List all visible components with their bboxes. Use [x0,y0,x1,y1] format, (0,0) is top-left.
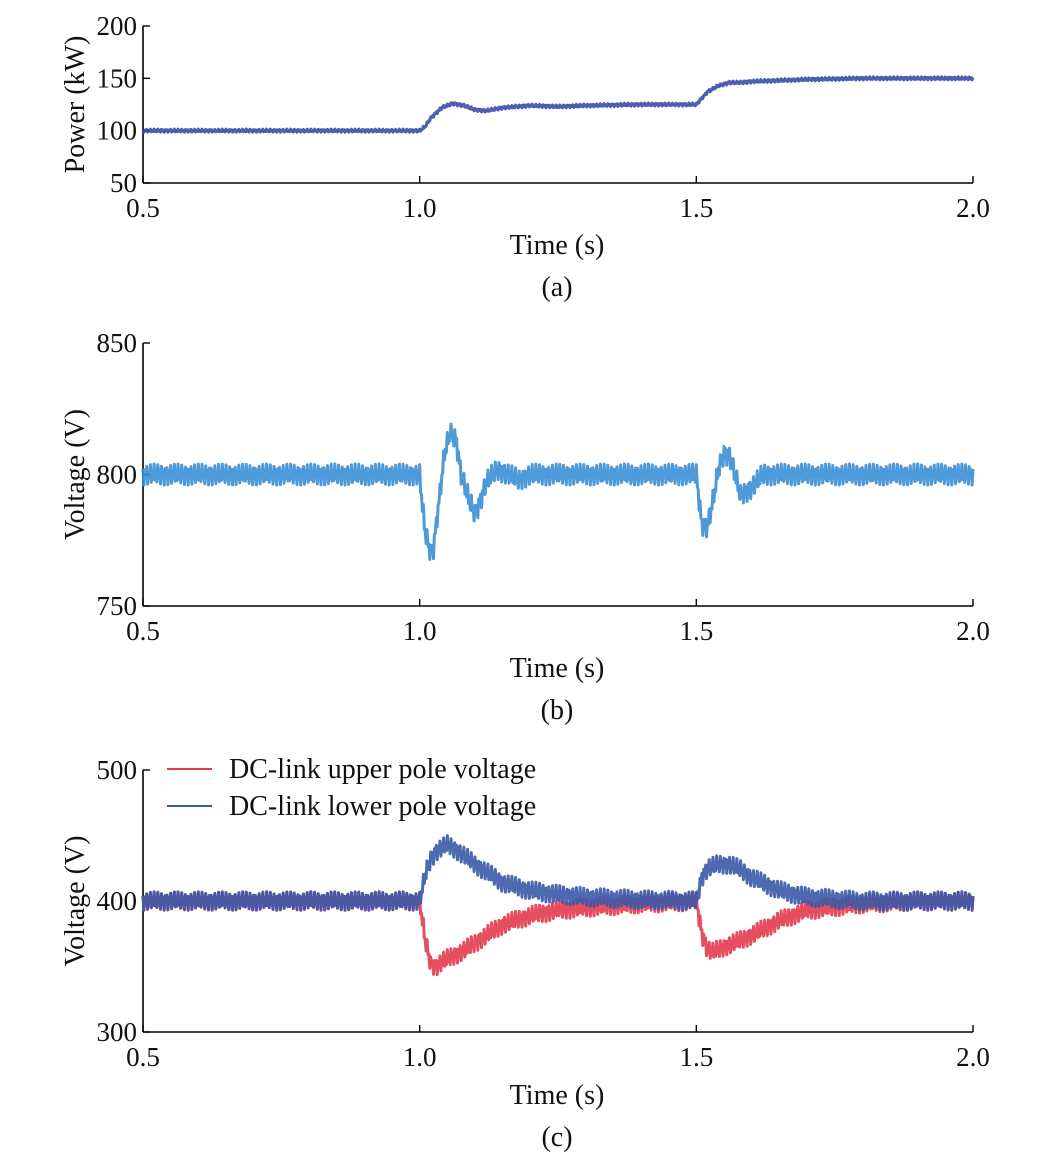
y-axis-label: Power (kW) [60,36,91,174]
y-tick-label: 750 [97,591,138,621]
panel-label: (c) [541,1122,572,1153]
chart-panel-c: 0.5 1.0 1.5 2.0 300 400 500 Time (s) Voltage (V)… [60,754,990,1153]
x-tick-label: 2.0 [956,616,990,646]
y-tick-label: 300 [97,1017,138,1047]
x-tick-label: 1.5 [679,193,713,223]
y-tick-label: 400 [97,886,138,916]
legend-entry: DC-link upper pole voltage [229,754,536,785]
legend-entry: DC-link lower pole voltage [229,791,536,822]
y-tick-label: 100 [97,116,138,146]
y-axis-label: Voltage (V) [60,836,91,967]
y-tick-label: 850 [97,328,138,358]
x-axis-label: Time (s) [510,230,605,261]
x-axis-label: Time (s) [510,1080,605,1111]
series-line-1-0 [141,422,975,561]
series-line-0-0 [141,75,975,134]
x-tick-label: 1.5 [679,1042,713,1072]
x-tick-label: 2.0 [956,193,990,223]
y-tick-label: 150 [97,63,138,93]
series-line-dc-link-lower-pole-voltage [141,834,975,912]
x-tick-label: 1.0 [403,193,437,223]
x-tick-label: 1.5 [679,616,713,646]
y-axis-label: Voltage (V) [60,409,91,540]
x-tick-label: 0.5 [126,193,160,223]
panel-label: (b) [541,695,574,726]
x-tick-label: 2.0 [956,1042,990,1072]
chart-panel-a: 0.5 1.0 1.5 2.0 50 100 150 200 Time (s) Power (kW… [60,11,990,303]
x-tick-label: 1.0 [403,1042,437,1072]
x-tick-label: 0.5 [126,616,160,646]
y-tick-label: 50 [110,168,137,198]
panel-label: (a) [541,272,572,303]
x-axis-label: Time (s) [510,653,605,684]
x-tick-label: 1.0 [403,616,437,646]
y-tick-label: 500 [97,755,138,785]
y-tick-label: 800 [97,460,138,490]
chart-panel-b: 0.5 1.0 1.5 2.0 750 800 850 Time (s) Voltage (V)… [60,328,990,726]
x-tick-label: 0.5 [126,1042,160,1072]
y-tick-label: 200 [97,11,138,41]
